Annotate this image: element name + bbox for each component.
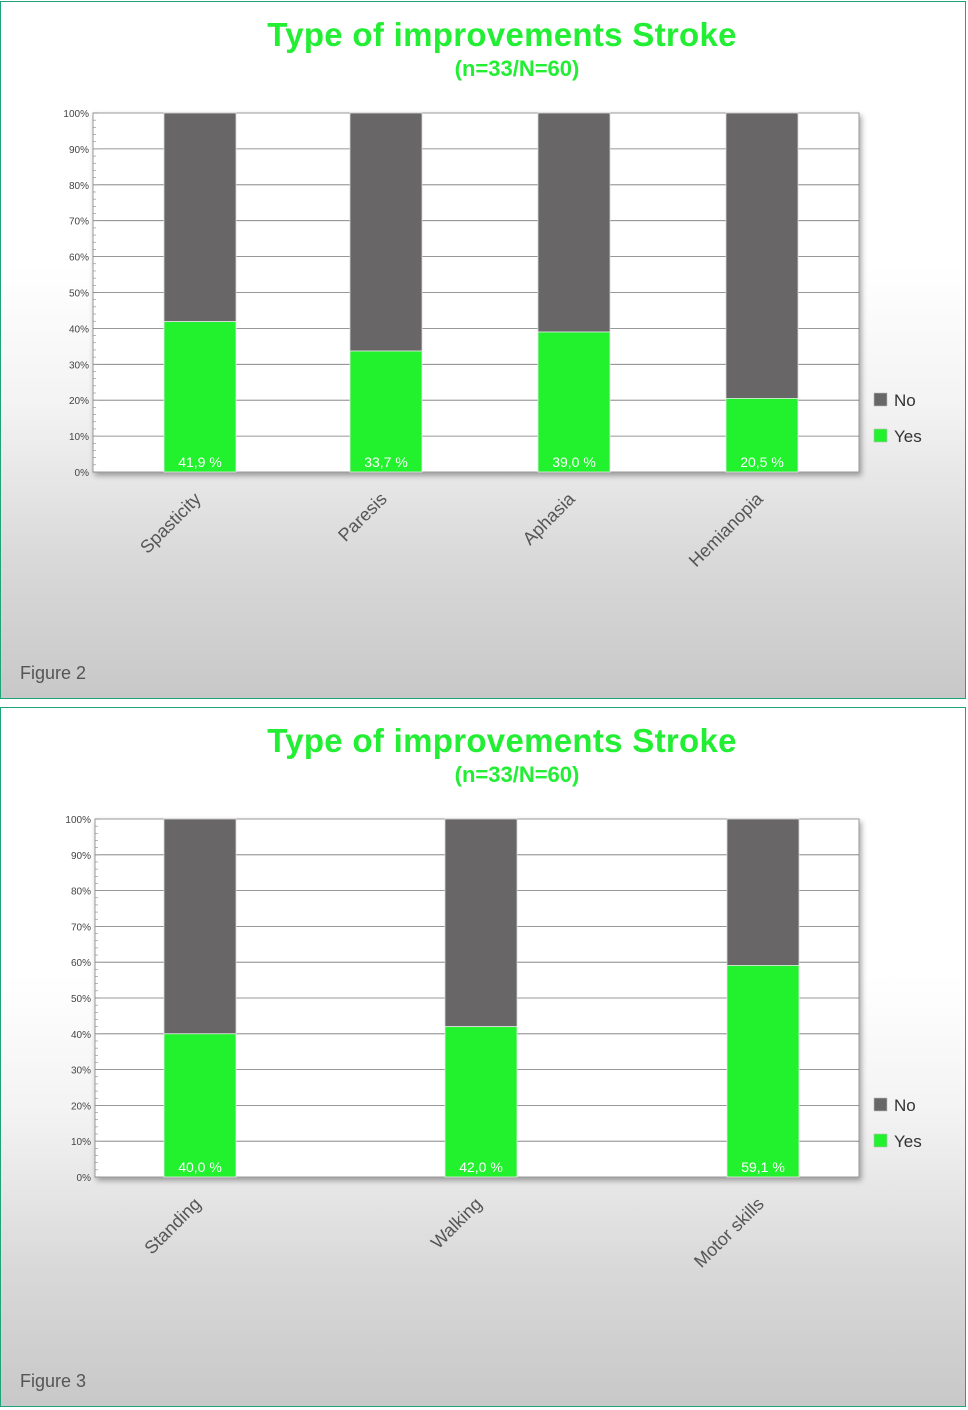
bar-no-paresis: [350, 113, 422, 351]
bar-yes-walking: [445, 1027, 517, 1177]
y-tick-label: 60%: [71, 958, 91, 969]
y-tick-label: 80%: [71, 887, 91, 898]
bar-no-spasticity: [164, 113, 236, 322]
y-tick-label: 50%: [69, 289, 89, 300]
x-category-label: Aphasia: [519, 488, 580, 549]
stacked-bar-chart-figure-3: 0% 10% 20% 30% 40% 50% 60% 70% 80% 90% 100% 40,0 % S…: [1, 708, 966, 1407]
y-tick-label: 0%: [75, 468, 90, 479]
x-category-label: Motor skills: [690, 1194, 768, 1272]
bar-yes-aphasia: [538, 332, 610, 472]
figure-caption: Figure 3: [20, 1371, 86, 1392]
legend-label-yes: Yes: [894, 1132, 922, 1151]
bar-no-hemianopia: [726, 113, 798, 398]
y-tick-label: 100%: [63, 109, 89, 120]
data-label: 20,5 %: [740, 454, 784, 470]
legend-swatch-yes: [874, 1134, 887, 1147]
y-tick-label: 20%: [69, 396, 89, 407]
y-tick-label: 80%: [69, 181, 89, 192]
y-tick-label: 30%: [69, 360, 89, 371]
y-tick-label: 20%: [71, 1101, 91, 1112]
data-label: 40,0 %: [178, 1159, 222, 1175]
y-tick-label: 0%: [77, 1173, 92, 1184]
figure-panel-2: Type of improvements Stroke (n=33/N=60) …: [0, 1, 966, 699]
y-tick-label: 90%: [69, 145, 89, 156]
data-label: 39,0 %: [552, 454, 596, 470]
figure-caption: Figure 2: [20, 663, 86, 684]
x-category-label: Hemianopia: [685, 488, 768, 571]
y-tick-label: 10%: [69, 432, 89, 443]
y-tick-label: 90%: [71, 851, 91, 862]
y-tick-label: 10%: [71, 1137, 91, 1148]
x-category-label: Spasticity: [136, 489, 205, 558]
legend-label-no: No: [894, 391, 916, 410]
bar-no-aphasia: [538, 113, 610, 332]
y-tick-label: 100%: [65, 815, 91, 826]
y-tick-label: 70%: [71, 922, 91, 933]
y-tick-label: 60%: [69, 253, 89, 264]
x-category-label: Paresis: [334, 489, 391, 546]
y-tick-label: 40%: [69, 324, 89, 335]
stacked-bar-chart-figure-2: 0% 10% 20% 30% 40% 50% 60% 70% 80% 90% 100% 41,9 % S…: [1, 2, 966, 699]
y-tick-label: 30%: [71, 1066, 91, 1077]
y-tick-label: 40%: [71, 1030, 91, 1041]
y-tick-label: 50%: [71, 994, 91, 1005]
x-category-label: Walking: [427, 1194, 486, 1253]
data-label: 33,7 %: [364, 454, 408, 470]
x-category-label: Standing: [140, 1194, 204, 1258]
bar-yes-spasticity: [164, 322, 236, 472]
data-label: 41,9 %: [178, 454, 222, 470]
bar-no-walking: [445, 819, 517, 1027]
figure-panel-3: Type of improvements Stroke (n=33/N=60) …: [0, 707, 966, 1407]
legend-swatch-yes: [874, 429, 887, 442]
legend-swatch-no: [874, 393, 887, 406]
bar-no-standing: [164, 819, 236, 1034]
data-label: 42,0 %: [459, 1159, 503, 1175]
legend-label-no: No: [894, 1096, 916, 1115]
bar-yes-standing: [164, 1034, 236, 1177]
bar-yes-motor-skills: [727, 965, 799, 1177]
legend-label-yes: Yes: [894, 427, 922, 446]
y-tick-label: 70%: [69, 217, 89, 228]
bar-no-motor-skills: [727, 819, 799, 965]
legend-swatch-no: [874, 1098, 887, 1111]
data-label: 59,1 %: [741, 1159, 785, 1175]
